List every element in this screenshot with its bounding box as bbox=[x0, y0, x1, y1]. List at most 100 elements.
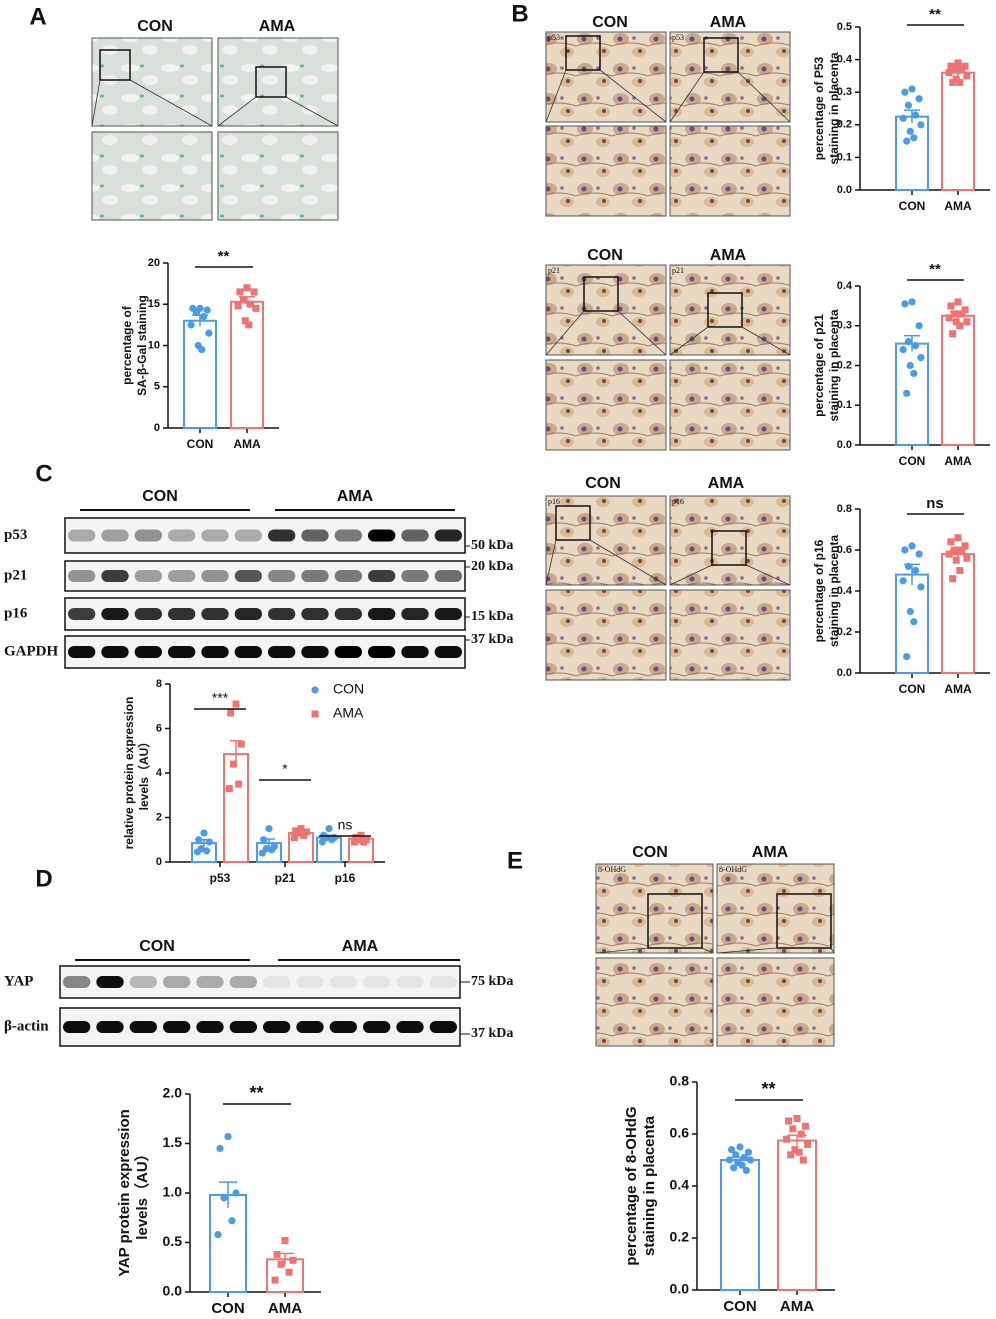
y-axis-label: SA-β-Gal staining bbox=[135, 295, 149, 396]
blot-band bbox=[268, 646, 296, 658]
blot-band bbox=[101, 529, 129, 542]
data-point bbox=[740, 1153, 748, 1161]
y-tick-label: 0.8 bbox=[837, 503, 852, 515]
micrograph-zoom bbox=[669, 589, 791, 681]
image-label: CON bbox=[592, 14, 628, 31]
blot-band bbox=[434, 608, 462, 620]
data-point bbox=[199, 313, 208, 321]
blot-band bbox=[134, 608, 162, 620]
data-point bbox=[795, 1148, 803, 1156]
y-tick-label: 8 bbox=[156, 678, 162, 690]
data-point bbox=[911, 111, 920, 119]
data-point bbox=[782, 1135, 790, 1143]
blot-band bbox=[268, 529, 296, 542]
blot-band bbox=[296, 1021, 324, 1033]
data-point bbox=[746, 1156, 755, 1164]
y-tick-label: 0.1 bbox=[837, 399, 852, 411]
micrograph bbox=[217, 37, 339, 127]
blot-band bbox=[234, 646, 262, 658]
y-axis-label: percentage of 8-OHdG bbox=[623, 1106, 640, 1265]
blot-band bbox=[234, 570, 262, 582]
blot-band bbox=[68, 646, 96, 658]
blot-band bbox=[96, 976, 124, 988]
data-point bbox=[911, 566, 920, 575]
blot-band bbox=[301, 570, 329, 582]
zoom-line bbox=[669, 326, 709, 356]
blot-band bbox=[229, 976, 257, 988]
y-tick-label: 0.4 bbox=[837, 280, 853, 292]
y-tick-label: 0.0 bbox=[163, 1283, 183, 1299]
bar bbox=[183, 319, 217, 429]
micrograph-zoom bbox=[669, 359, 791, 451]
blot-band bbox=[396, 976, 424, 988]
data-point bbox=[265, 825, 273, 833]
data-point bbox=[258, 849, 266, 857]
data-point bbox=[954, 59, 962, 67]
x-tick-label: CON bbox=[723, 1298, 756, 1315]
data-point bbox=[956, 567, 964, 574]
data-point bbox=[360, 838, 368, 846]
significance-label: ** bbox=[929, 261, 941, 278]
y-tick-label: 1.0 bbox=[163, 1184, 183, 1200]
y-tick-label: 0.4 bbox=[670, 1177, 690, 1193]
data-point bbox=[963, 318, 971, 326]
legend-marker bbox=[311, 686, 319, 694]
panel-letter: C bbox=[35, 460, 52, 487]
image-label: AMA bbox=[259, 18, 296, 35]
blot-band bbox=[368, 570, 396, 582]
blot-band bbox=[134, 529, 162, 542]
legend-label: AMA bbox=[333, 705, 364, 721]
image-label: AMA bbox=[708, 475, 745, 492]
x-tick-label: CON bbox=[899, 682, 926, 696]
zoom-line bbox=[595, 947, 649, 954]
x-tick-label: AMA bbox=[944, 454, 972, 468]
micrograph bbox=[716, 863, 835, 954]
data-point bbox=[205, 838, 213, 846]
data-point bbox=[963, 72, 971, 80]
micrograph bbox=[669, 31, 791, 123]
blot-band bbox=[334, 529, 362, 542]
data-point bbox=[236, 288, 244, 296]
blot-band bbox=[229, 1021, 257, 1033]
blot-band bbox=[263, 976, 291, 988]
y-tick-label: 0.1 bbox=[837, 151, 852, 163]
y-axis-label: percentage of P53 bbox=[812, 56, 826, 160]
data-point bbox=[958, 65, 966, 73]
y-tick-label: 0.3 bbox=[837, 86, 852, 98]
bar bbox=[777, 1139, 817, 1291]
data-point bbox=[727, 1146, 736, 1154]
x-tick-label: AMA bbox=[233, 437, 261, 451]
data-point bbox=[260, 836, 268, 844]
data-point bbox=[947, 302, 955, 310]
data-point bbox=[237, 740, 245, 748]
data-point bbox=[952, 556, 960, 564]
data-point bbox=[793, 1114, 801, 1122]
significance-label: ** bbox=[218, 248, 230, 265]
blot-band bbox=[334, 570, 362, 582]
image-label: AMA bbox=[710, 14, 747, 31]
blot-band bbox=[429, 1021, 457, 1033]
data-point bbox=[252, 304, 260, 312]
data-point bbox=[787, 1151, 795, 1159]
zoom-line bbox=[716, 947, 778, 954]
data-point bbox=[949, 330, 957, 338]
blot-band bbox=[296, 976, 324, 988]
stain-tag: 8-OHdG bbox=[719, 865, 747, 874]
data-point bbox=[954, 534, 962, 542]
blot-band bbox=[201, 608, 229, 620]
blot-size: 20 kDa bbox=[471, 559, 513, 574]
blot-label: p53 bbox=[4, 527, 27, 543]
y-tick-label: 5 bbox=[154, 381, 160, 393]
blot-size: 37 kDa bbox=[471, 632, 513, 647]
zoom-line bbox=[599, 69, 667, 123]
data-point bbox=[285, 1268, 293, 1276]
blot-band bbox=[429, 976, 457, 988]
data-point bbox=[901, 300, 909, 308]
data-point bbox=[899, 577, 907, 585]
blot-band bbox=[301, 608, 329, 620]
data-point bbox=[961, 62, 969, 70]
zoom-line bbox=[737, 71, 791, 123]
blot-band bbox=[434, 570, 462, 582]
y-axis-label: YAP protein expression bbox=[116, 1109, 133, 1277]
data-point bbox=[350, 838, 358, 846]
